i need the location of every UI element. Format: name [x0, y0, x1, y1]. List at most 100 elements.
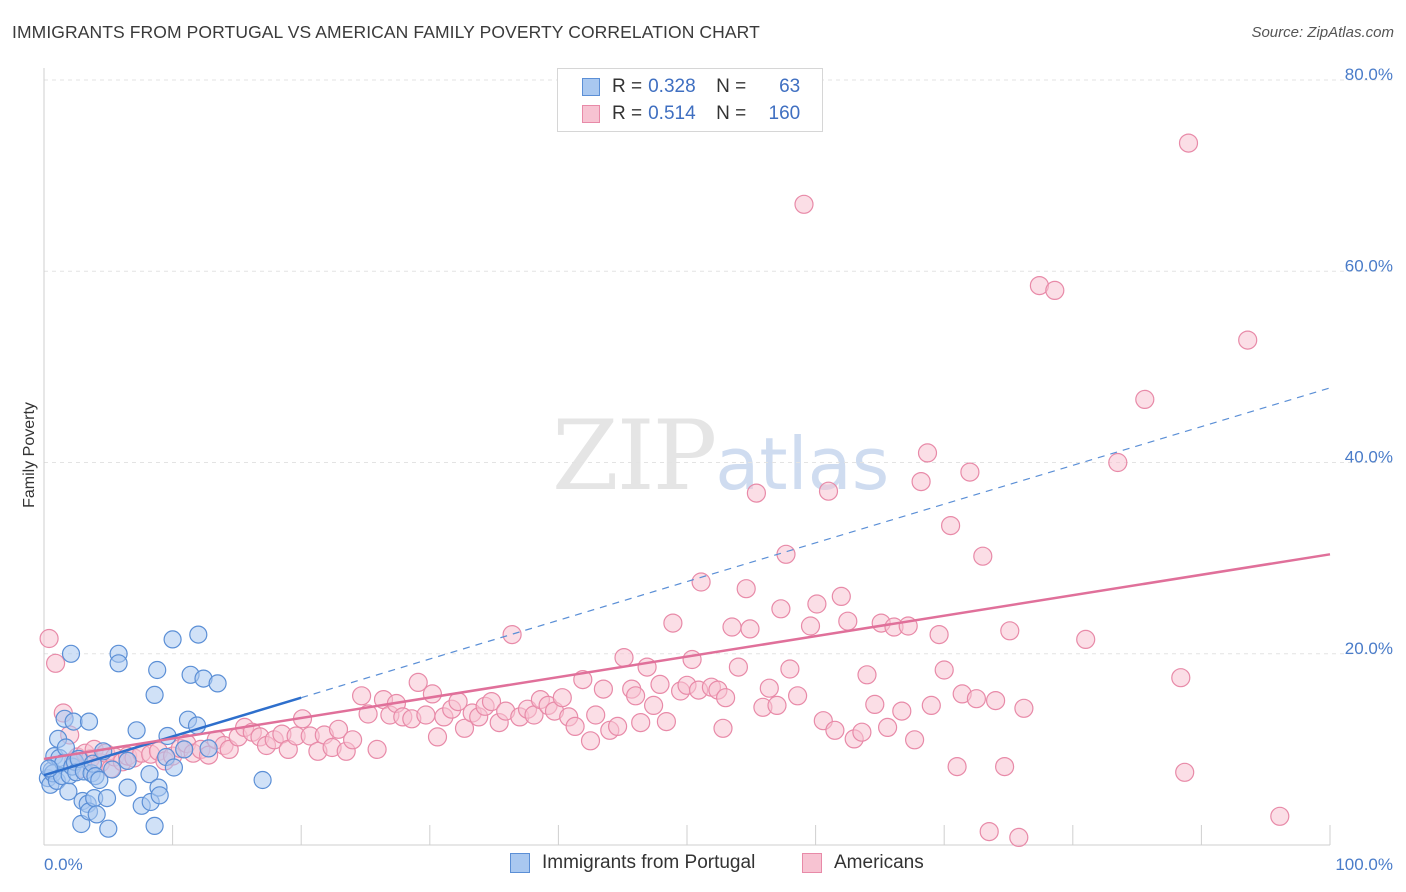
portugal-point	[99, 819, 118, 838]
portugal-point	[103, 760, 122, 779]
americans-point	[408, 672, 428, 693]
x-tick-label-min: 0.0%	[44, 855, 83, 874]
legend-swatch-portugal	[582, 78, 600, 96]
legend-r-label: R =	[612, 76, 643, 97]
trend-lines	[43, 387, 1331, 777]
americans-point	[1000, 621, 1020, 641]
legend-n-label: N =	[716, 103, 747, 124]
americans-point	[759, 678, 779, 698]
portugal-point	[189, 625, 208, 644]
americans-point	[892, 701, 912, 721]
portugal-point	[118, 751, 137, 771]
americans-point	[1238, 330, 1258, 350]
portugal-point	[150, 786, 169, 805]
americans-point	[776, 544, 796, 564]
americans-point	[454, 718, 475, 738]
americans-point	[586, 705, 606, 725]
source-label: Source: ZipAtlas.com	[1251, 24, 1394, 41]
bottom-legend-swatch-portugal	[510, 853, 530, 873]
americans-point	[771, 599, 791, 619]
americans-point	[746, 483, 767, 503]
americans-point	[343, 730, 363, 750]
americans-point	[818, 481, 839, 501]
americans-point	[650, 674, 670, 695]
americans-point	[929, 624, 949, 645]
legend-r-value: 0.328	[648, 76, 696, 97]
americans-point	[1178, 133, 1199, 153]
americans-point	[807, 594, 827, 614]
americans-point	[838, 611, 858, 631]
americans-point	[825, 720, 845, 740]
watermark: ZIPatlas	[552, 400, 889, 512]
americans-point	[614, 647, 634, 668]
bottom-legend-label-americans: Americans	[834, 852, 924, 873]
americans-point	[1076, 629, 1096, 650]
americans-trend	[43, 553, 1331, 761]
americans-point	[767, 695, 787, 716]
y-axis-title: Family Poverty	[21, 402, 38, 508]
americans-point	[565, 716, 585, 737]
americans-point	[728, 657, 749, 677]
americans-point	[1014, 698, 1034, 718]
americans-point	[911, 472, 931, 492]
americans-point	[857, 665, 877, 685]
bottom-legend-swatch-americans	[802, 853, 822, 873]
legend-r-value: 0.514	[648, 103, 696, 124]
americans-point	[985, 690, 1006, 711]
americans-point	[691, 572, 711, 592]
x-tick-label-max: 100.0%	[1335, 855, 1393, 874]
bottom-legend-americans: Americans	[802, 852, 924, 874]
americans-point	[328, 719, 349, 739]
americans-point	[736, 579, 756, 599]
americans-point	[852, 722, 872, 742]
americans-point	[552, 688, 572, 708]
portugal-point	[148, 660, 167, 680]
axes	[43, 68, 1331, 846]
portugal-point	[64, 712, 83, 731]
americans-point	[481, 691, 502, 712]
portugal-trend-dashed	[301, 387, 1331, 699]
americans-point	[580, 731, 601, 751]
americans-point	[831, 586, 851, 607]
americans-point	[625, 686, 646, 706]
americans-point	[921, 695, 941, 716]
y-tick-label: 20.0%	[1345, 639, 1393, 658]
americans-point	[631, 712, 651, 733]
portugal-point	[145, 685, 164, 705]
americans-point	[352, 686, 372, 706]
americans-point	[502, 624, 522, 645]
americans-point	[1135, 389, 1155, 409]
watermark-zip: ZIP	[552, 400, 717, 512]
bottom-legend-portugal: Immigrants from Portugal	[510, 852, 755, 874]
americans-point	[643, 695, 664, 716]
americans-point	[865, 694, 885, 715]
legend-n-label: N =	[716, 76, 747, 97]
americans-point	[607, 716, 628, 737]
portugal-point	[79, 712, 99, 731]
portugal-point	[127, 721, 146, 740]
americans-point	[1045, 280, 1065, 300]
americans-point	[1108, 452, 1128, 473]
portugal-point	[109, 654, 128, 673]
americans-point	[940, 515, 961, 536]
americans-point	[877, 717, 898, 738]
americans-point	[960, 462, 980, 482]
americans-point	[947, 756, 967, 777]
y-tick-label: 60.0%	[1345, 256, 1393, 275]
y-tick-label: 40.0%	[1345, 448, 1393, 467]
portugal-point	[97, 788, 117, 808]
americans-point	[593, 679, 614, 699]
portugal-point	[140, 765, 159, 784]
americans-point	[422, 684, 442, 704]
portugal-point	[61, 644, 81, 663]
portugal-point	[90, 770, 109, 790]
americans-point	[787, 686, 808, 706]
americans-point	[682, 649, 702, 670]
legend: R = 0.328 N = 63 R = 0.514 N = 160	[557, 68, 823, 132]
portugal-point	[118, 778, 137, 797]
y-tick-label: 80.0%	[1345, 65, 1393, 84]
americans-point	[973, 546, 993, 566]
americans-point	[715, 688, 736, 708]
legend-n-value: 160	[768, 103, 801, 124]
